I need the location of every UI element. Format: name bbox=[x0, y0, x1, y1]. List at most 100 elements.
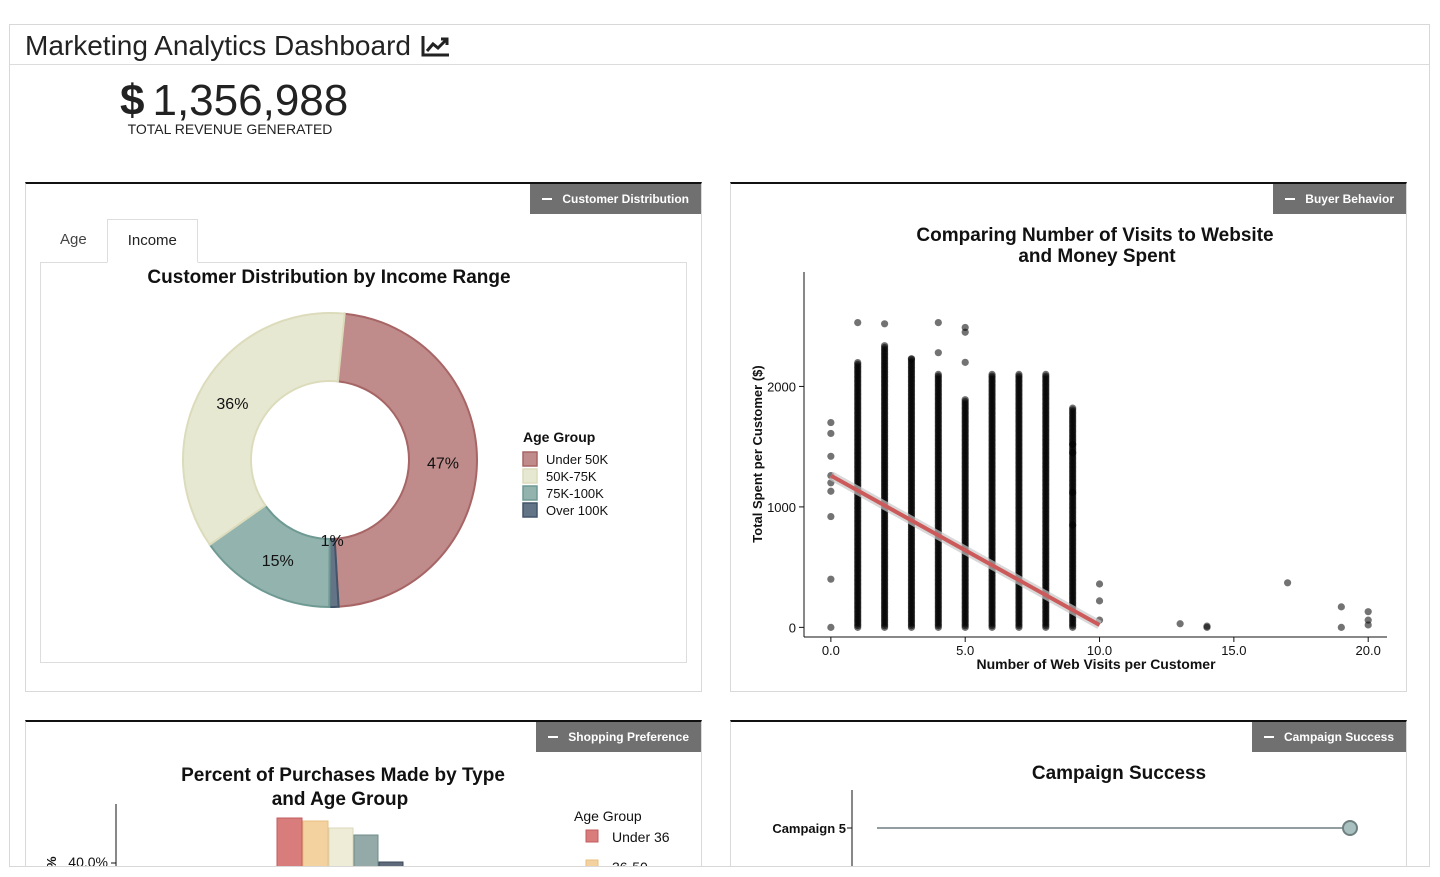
scatter-point bbox=[1095, 580, 1104, 588]
axis-ticks: 0.0 5.0 10.0 15.0 20.0 0 1000 2000 bbox=[767, 379, 1381, 658]
minus-icon bbox=[1263, 736, 1274, 738]
x-tick-label: 5.0 bbox=[956, 643, 974, 658]
scatter-point bbox=[1069, 449, 1077, 457]
chart-title-line1: Percent of Purchases Made by Type bbox=[181, 765, 505, 786]
x-tick-label: 20.0 bbox=[1356, 643, 1381, 658]
x-tick-label: 10.0 bbox=[1087, 643, 1112, 658]
campaign-success-collapse-button[interactable]: Campaign Success bbox=[1251, 722, 1406, 752]
slice-label: 36% bbox=[216, 396, 248, 413]
y-tick-label: 40.0% bbox=[68, 854, 108, 867]
scatter-point bbox=[827, 429, 835, 438]
shopping-preference-tag-label: Shopping Preference bbox=[568, 730, 689, 744]
chart-title: Customer Distribution by Income Range bbox=[147, 267, 510, 288]
buyer-behavior-box: Buyer Behavior Comparing Number of Visit… bbox=[730, 182, 1407, 692]
scatter-point bbox=[1337, 603, 1345, 611]
scatter-point bbox=[1095, 597, 1104, 605]
scatter-point bbox=[827, 418, 835, 427]
scatter-point bbox=[961, 358, 969, 366]
scatter-point bbox=[827, 487, 835, 495]
dollar-icon: $ bbox=[120, 76, 145, 125]
legend-swatch bbox=[585, 859, 599, 866]
y-tick-label: 1000 bbox=[767, 500, 796, 515]
legend-label: 36-50 bbox=[612, 859, 648, 867]
slice-label: 47% bbox=[427, 455, 459, 472]
y-axis-label: % bbox=[44, 856, 59, 867]
scatter-point bbox=[961, 396, 969, 404]
donut-labels: 47% 1% 15% 36% bbox=[216, 396, 459, 570]
scatter-point bbox=[1203, 623, 1211, 631]
scatter-point bbox=[827, 623, 835, 631]
minus-icon bbox=[542, 198, 553, 200]
donut-slice bbox=[182, 312, 346, 547]
line-chart-icon bbox=[421, 34, 451, 58]
scatter-point bbox=[854, 358, 862, 367]
legend-title: Age Group bbox=[574, 808, 642, 824]
donut-slice bbox=[333, 312, 478, 608]
scatter-point bbox=[1337, 623, 1345, 631]
revenue-amount: 1,356,988 bbox=[152, 76, 349, 125]
scatter-point bbox=[854, 318, 862, 327]
minus-icon bbox=[1285, 198, 1296, 200]
chart-title-line2: and Age Group bbox=[272, 789, 409, 810]
shopping-preference-collapse-button[interactable]: Shopping Preference bbox=[536, 722, 701, 752]
scatter-point bbox=[934, 349, 942, 357]
scatter-point bbox=[934, 370, 942, 378]
visits-vs-spend-chart: Comparing Number of Visits to Website an… bbox=[750, 225, 1387, 672]
page-title-text: Marketing Analytics Dashboard bbox=[25, 30, 411, 61]
campaign-lollipop-chart: Campaign Success Campaign 5 bbox=[772, 763, 1358, 866]
scatter-point bbox=[1015, 370, 1023, 378]
customer-distribution-collapse-button[interactable]: Customer Distribution bbox=[530, 184, 701, 214]
customer-distribution-tag-label: Customer Distribution bbox=[562, 192, 689, 206]
scatter-point bbox=[1042, 370, 1050, 378]
revenue-value: $ 1,356,988 bbox=[120, 75, 348, 127]
revenue-kpi: $ 1,356,988 TOTAL REVENUE GENERATED bbox=[120, 75, 348, 137]
scatter-point bbox=[1176, 620, 1184, 628]
bar bbox=[328, 827, 354, 866]
x-tick-label: 0.0 bbox=[822, 643, 840, 658]
scatter-point bbox=[1069, 440, 1077, 448]
buyer-behavior-collapse-button[interactable]: Buyer Behavior bbox=[1273, 184, 1406, 214]
legend-label: Under 50K bbox=[546, 452, 608, 467]
scatter-points bbox=[827, 318, 1372, 631]
scatter-point bbox=[1069, 521, 1077, 529]
trend-line bbox=[828, 471, 1102, 629]
dashboard-header: Marketing Analytics Dashboard bbox=[10, 25, 1429, 65]
category-label: Campaign 5 bbox=[772, 821, 846, 836]
campaign-success-tag-label: Campaign Success bbox=[1283, 730, 1394, 744]
buyer-behavior-tag-label: Buyer Behavior bbox=[1305, 192, 1394, 206]
donut-legend: Under 50K 50K-75K 75K-100K Over 100K bbox=[522, 451, 608, 518]
tab-income[interactable]: Income bbox=[106, 219, 198, 263]
scatter-point bbox=[827, 575, 835, 583]
slice-label: 15% bbox=[262, 553, 294, 570]
scatter-point bbox=[988, 370, 996, 378]
scatter-point bbox=[961, 328, 969, 336]
legend-swatch bbox=[585, 829, 599, 843]
scatter-point bbox=[1069, 404, 1077, 412]
shopping-preference-box: Shopping Preference Percent of Purchases… bbox=[25, 720, 702, 867]
income-donut-chart: Customer Distribution by Income Range 47… bbox=[147, 267, 608, 609]
scatter-point bbox=[880, 342, 889, 350]
slice-label: 1% bbox=[321, 533, 344, 550]
scatter-point bbox=[1364, 621, 1372, 629]
dashboard-frame: Marketing Analytics Dashboard $ 1,356,98… bbox=[9, 24, 1430, 867]
page-title: Marketing Analytics Dashboard bbox=[25, 30, 451, 62]
legend-swatch bbox=[522, 451, 538, 467]
minus-icon bbox=[548, 736, 559, 738]
income-tab-panel: Customer Distribution by Income Range 47… bbox=[40, 262, 687, 663]
scatter-point bbox=[934, 318, 942, 327]
legend-swatch bbox=[522, 485, 538, 501]
revenue-label: TOTAL REVENUE GENERATED bbox=[127, 121, 333, 137]
x-tick-label: 15.0 bbox=[1221, 643, 1246, 658]
legend-swatch bbox=[522, 502, 538, 518]
trend-line bbox=[829, 473, 1101, 627]
campaign-success-box: Campaign Success Campaign Success Campai… bbox=[730, 720, 1407, 866]
legend-swatch bbox=[522, 468, 538, 484]
bar bbox=[378, 861, 404, 866]
legend-label: Under 36 bbox=[612, 829, 670, 845]
scatter-point bbox=[1283, 579, 1292, 587]
legend-label: 50K-75K bbox=[546, 469, 597, 484]
lollipop-head bbox=[1342, 820, 1358, 836]
scatter-point bbox=[907, 355, 916, 363]
tab-age[interactable]: Age bbox=[60, 231, 87, 248]
legend-label: 75K-100K bbox=[546, 486, 604, 501]
